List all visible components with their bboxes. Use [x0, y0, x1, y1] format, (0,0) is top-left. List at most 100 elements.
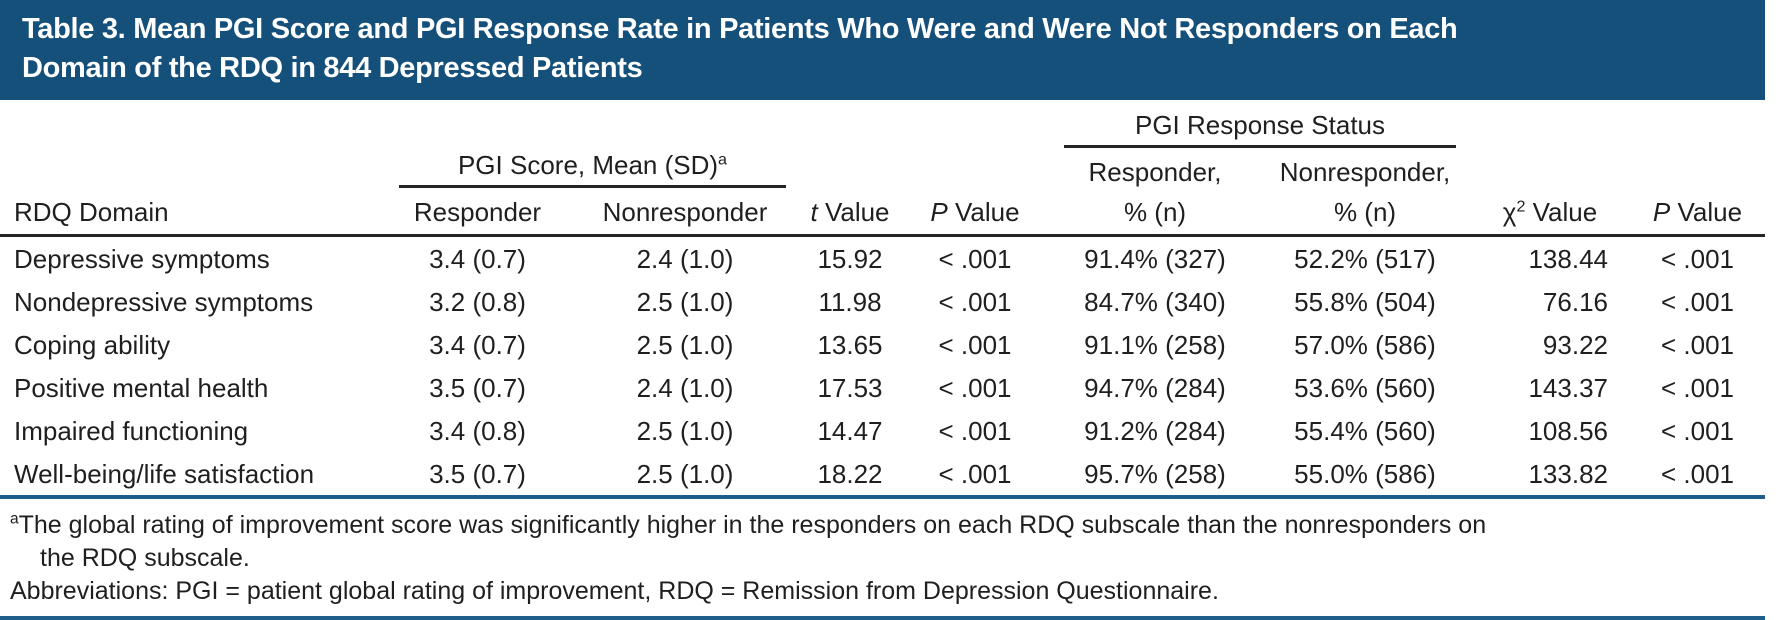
spacer-cell — [0, 148, 385, 188]
cell-responder-mean: 3.5 (0.7) — [429, 373, 526, 403]
cell-domain: Coping ability — [14, 330, 171, 360]
cell-t-value: 13.65 — [817, 330, 883, 360]
t-symbol: t — [810, 197, 818, 227]
cell-p-value-t: < .001 — [938, 416, 1012, 446]
pgi-score-footnote-marker: a — [718, 150, 728, 169]
spacer-cell — [385, 104, 800, 148]
cell-t-value: 11.98 — [818, 287, 882, 317]
cell-p-value-chi: < .001 — [1660, 416, 1734, 446]
cell-nonresponder-mean: 2.4 (1.0) — [636, 373, 734, 403]
cell-p-value-t: < .001 — [938, 330, 1012, 360]
cell-domain: Impaired functioning — [14, 416, 249, 446]
cell-nonresponder-pct-n: 55.4% (560) — [1294, 416, 1436, 446]
col-header-nonresponder-pct-n: % (n) — [1260, 188, 1470, 237]
footnote-a-text-line1: The global rating of improvement score w… — [18, 511, 1487, 539]
col-header-nonresponder-mean: Nonresponder — [570, 188, 800, 237]
table-row: Coping ability 3.4 (0.7) 2.5 (1.0) 13.65… — [0, 323, 1765, 366]
cell-t-value: 15.92 — [817, 244, 883, 274]
pgi-score-spanner: PGI Score, Mean (SD)a — [385, 148, 800, 188]
cell-responder-mean: 3.2 (0.8) — [429, 287, 526, 317]
spacer-cell — [1630, 148, 1765, 188]
spacer-cell — [0, 104, 385, 148]
table-body: Depressive symptoms 3.4 (0.7) 2.4 (1.0) … — [0, 236, 1765, 499]
cell-nonresponder-pct-n: 55.0% (586) — [1260, 452, 1470, 499]
table-title-band: Table 3. Mean PGI Score and PGI Response… — [0, 0, 1765, 100]
cell-p-value-chi: < .001 — [1660, 287, 1734, 317]
cell-responder-pct-n: 84.7% (340) — [1084, 287, 1226, 317]
spacer-cell — [1470, 104, 1630, 148]
footnote-a-text-line2: the RDQ subscale. — [40, 544, 250, 572]
header-row-response-spanner: PGI Response Status — [0, 104, 1765, 148]
cell-p-value-chi: < .001 — [1660, 330, 1734, 360]
cell-responder-mean: 3.4 (0.8) — [429, 416, 526, 446]
cell-chi-square-value: 108.56 — [1528, 416, 1608, 446]
cell-p-value-t: < .001 — [938, 287, 1012, 317]
pgi-score-label: PGI Score, Mean (SD) — [457, 150, 719, 180]
cell-responder-pct-n: 91.2% (284) — [1084, 416, 1226, 446]
cell-t-value: 17.53 — [817, 373, 883, 403]
cell-p-value-chi: < .001 — [1630, 452, 1765, 499]
col-header-nonresponder-pct: Nonresponder, — [1279, 157, 1451, 187]
value-word: Value — [1525, 197, 1598, 227]
value-word: Value — [1670, 197, 1743, 227]
table-footnotes: aThe global rating of improvement score … — [0, 509, 1779, 608]
spacer-cell — [900, 148, 1050, 188]
table-title-line1: Table 3. Mean PGI Score and PGI Response… — [22, 13, 1458, 45]
cell-nonresponder-mean: 2.5 (1.0) — [636, 416, 734, 446]
col-header-chi-square-value: χ2 Value — [1470, 188, 1630, 237]
cell-responder-mean: 3.4 (0.7) — [429, 244, 526, 274]
cell-domain: Positive mental health — [14, 373, 269, 403]
table-row: Depressive symptoms 3.4 (0.7) 2.4 (1.0) … — [0, 236, 1765, 281]
cell-chi-square-value: 138.44 — [1528, 244, 1608, 274]
cell-t-value: 18.22 — [800, 452, 900, 499]
col-header-t-value: t Value — [800, 188, 900, 237]
cell-nonresponder-mean: 2.5 (1.0) — [636, 330, 734, 360]
table-row: Positive mental health 3.5 (0.7) 2.4 (1.… — [0, 366, 1765, 409]
col-header-responder-pct: Responder, — [1088, 157, 1222, 187]
col-header-p-value-t: P Value — [900, 188, 1050, 237]
cell-domain: Well-being/life satisfaction — [0, 452, 385, 499]
chi-symbol: χ — [1502, 197, 1517, 227]
cell-responder-pct-n: 91.1% (258) — [1084, 330, 1226, 360]
spacer-cell — [1470, 148, 1630, 188]
value-word: Value — [817, 197, 890, 227]
cell-responder-pct-n: 94.7% (284) — [1084, 373, 1226, 403]
p-symbol: P — [1652, 197, 1671, 227]
cell-nonresponder-mean: 2.5 (1.0) — [636, 287, 734, 317]
cell-domain: Nondepressive symptoms — [14, 287, 314, 317]
pgi-response-status-label: PGI Response Status — [1134, 110, 1386, 140]
cell-responder-mean: 3.4 (0.7) — [429, 330, 526, 360]
footnote-a-marker: a — [10, 510, 19, 528]
value-word: Value — [947, 197, 1020, 227]
cell-nonresponder-mean: 2.4 (1.0) — [636, 244, 734, 274]
p-symbol: P — [930, 197, 948, 227]
spacer-cell — [900, 104, 1050, 148]
footnote-abbreviations: Abbreviations: PGI = patient global rati… — [10, 577, 1219, 605]
spacer-cell — [1630, 104, 1765, 148]
cell-chi-square-value: 133.82 — [1470, 452, 1630, 499]
cell-p-value-chi: < .001 — [1660, 373, 1734, 403]
cell-nonresponder-pct-n: 57.0% (586) — [1294, 330, 1436, 360]
header-row-columns: RDQ Domain Responder Nonresponder t Valu… — [0, 188, 1765, 237]
cell-responder-mean: 3.5 (0.7) — [385, 452, 570, 499]
cell-nonresponder-pct-n: 53.6% (560) — [1294, 373, 1436, 403]
col-header-p-value-chi: P Value — [1630, 188, 1765, 237]
rdq-pgi-table: PGI Response Status PGI Score, Mean (SD)… — [0, 104, 1765, 499]
table-row: Impaired functioning 3.4 (0.8) 2.5 (1.0)… — [0, 409, 1765, 452]
cell-chi-square-value: 93.22 — [1542, 330, 1608, 360]
cell-chi-square-value: 76.16 — [1542, 287, 1608, 317]
cell-p-value-t: < .001 — [900, 452, 1050, 499]
cell-nonresponder-pct-n: 52.2% (517) — [1294, 244, 1436, 274]
header-row-score-spanner: PGI Score, Mean (SD)a Responder, Nonresp… — [0, 148, 1765, 188]
cell-p-value-chi: < .001 — [1660, 244, 1734, 274]
cell-p-value-t: < .001 — [938, 373, 1012, 403]
footnote-a: aThe global rating of improvement score … — [10, 509, 1779, 575]
cell-chi-square-value: 143.37 — [1528, 373, 1608, 403]
bottom-rule — [0, 616, 1765, 620]
table-header: PGI Response Status PGI Score, Mean (SD)… — [0, 104, 1765, 237]
table-title-line2: Domain of the RDQ in 844 Depressed Patie… — [22, 52, 643, 84]
col-header-responder-mean: Responder — [385, 188, 570, 237]
cell-p-value-t: < .001 — [938, 244, 1012, 274]
chi-exponent: 2 — [1516, 197, 1526, 216]
